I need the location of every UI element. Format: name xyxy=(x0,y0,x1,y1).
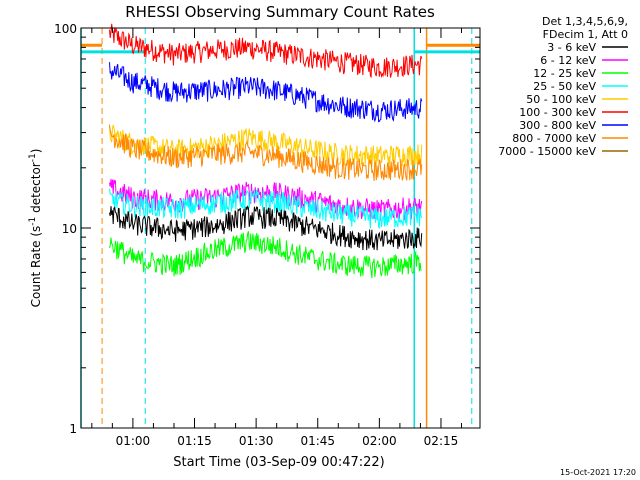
x-tick-label: 01:00 xyxy=(116,434,151,448)
legend-header-1: Det 1,3,4,5,6,9, xyxy=(542,15,628,28)
x-tick-label: 01:15 xyxy=(177,434,212,448)
x-axis-label: Start Time (03-Sep-09 00:47:22) xyxy=(173,455,384,470)
y-axis-label-end: ) xyxy=(29,149,43,154)
legend-label: 3 - 6 keV xyxy=(547,41,596,54)
y-axis-label-sup2: -1 xyxy=(28,153,38,162)
series-line xyxy=(109,125,423,182)
legend: Det 1,3,4,5,6,9, FDecim 1, Att 0 3 - 6 k… xyxy=(498,15,628,158)
y-axis-label-rest: detector xyxy=(29,162,43,217)
x-tick-label: 02:15 xyxy=(424,434,459,448)
x-tick-label: 01:45 xyxy=(300,434,335,448)
series-line xyxy=(109,204,423,251)
series-line xyxy=(109,178,423,222)
axes: 1 10 100 01:00 01:15 01:30 01:45 02:00 02:15 xyxy=(54,22,480,448)
series-line xyxy=(109,23,423,79)
y-axis-label-sup: -1 xyxy=(28,217,38,226)
y-tick-label: 1 xyxy=(69,422,77,436)
legend-label: 300 - 800 keV xyxy=(519,119,596,132)
legend-label: 12 - 25 keV xyxy=(533,67,596,80)
legend-label: 7000 - 15000 keV xyxy=(498,145,596,158)
y-tick-label: 10 xyxy=(62,222,77,236)
x-tick-label: 01:30 xyxy=(239,434,274,448)
series-line xyxy=(109,188,423,229)
series-line xyxy=(109,62,423,123)
x-tick-label: 02:00 xyxy=(362,434,397,448)
legend-label: 6 - 12 keV xyxy=(540,54,596,67)
legend-label: 25 - 50 keV xyxy=(533,80,596,93)
legend-label: 100 - 300 keV xyxy=(519,106,596,119)
series-line xyxy=(109,124,423,168)
series-line xyxy=(109,231,422,279)
legend-label: 800 - 7000 keV xyxy=(512,132,596,145)
y-tick-label: 100 xyxy=(54,22,77,36)
legend-header-2: FDecim 1, Att 0 xyxy=(543,28,628,41)
y-axis-label-main: Count Rate (s xyxy=(29,226,43,308)
plot-area xyxy=(80,23,480,428)
y-axis-label: Count Rate (s-1 detector-1) xyxy=(28,149,43,308)
chart-title: RHESSI Observing Summary Count Rates xyxy=(125,3,435,21)
legend-label: 50 - 100 keV xyxy=(526,93,596,106)
footer-date: 15-Oct-2021 17:20 xyxy=(560,468,636,477)
